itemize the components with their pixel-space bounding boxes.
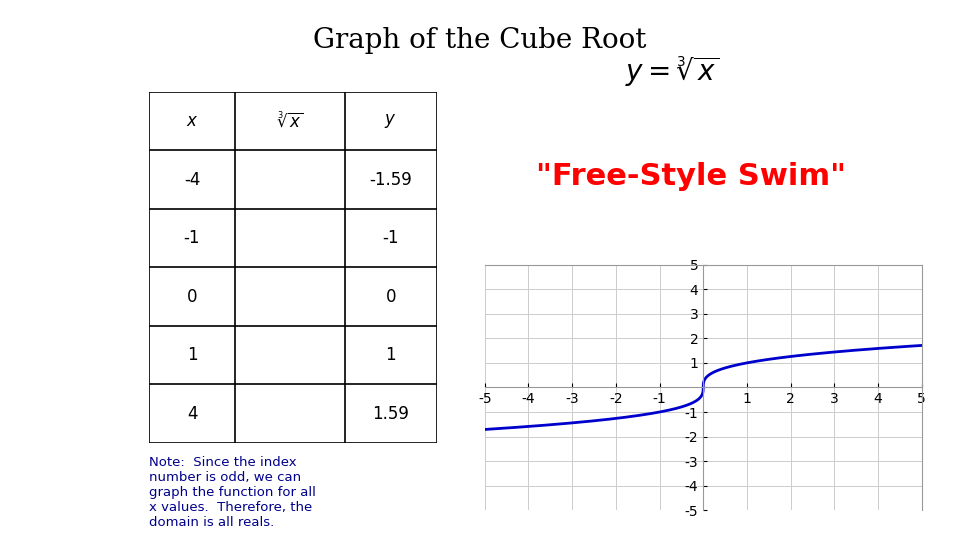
Text: 1: 1 bbox=[385, 346, 396, 364]
Text: 0: 0 bbox=[187, 287, 197, 306]
Text: Note:  Since the index
number is odd, we can
graph the function for all
x values: Note: Since the index number is odd, we … bbox=[149, 456, 316, 529]
Text: 1: 1 bbox=[186, 346, 198, 364]
Text: Graph of the Cube Root: Graph of the Cube Root bbox=[313, 27, 647, 54]
Text: "Free-Style Swim": "Free-Style Swim" bbox=[537, 162, 846, 191]
Text: -1.59: -1.59 bbox=[370, 171, 412, 188]
Text: $y = \sqrt[3]{x}$: $y = \sqrt[3]{x}$ bbox=[625, 54, 719, 89]
Text: 1.59: 1.59 bbox=[372, 404, 409, 422]
Text: -1: -1 bbox=[183, 229, 201, 247]
Text: $\sqrt[3]{x}$: $\sqrt[3]{x}$ bbox=[276, 111, 303, 131]
Text: 4: 4 bbox=[187, 404, 197, 422]
Text: -4: -4 bbox=[183, 171, 201, 188]
Text: -1: -1 bbox=[382, 229, 399, 247]
Text: $x$: $x$ bbox=[186, 112, 198, 130]
Text: 0: 0 bbox=[386, 287, 396, 306]
Text: $y$: $y$ bbox=[385, 112, 396, 130]
